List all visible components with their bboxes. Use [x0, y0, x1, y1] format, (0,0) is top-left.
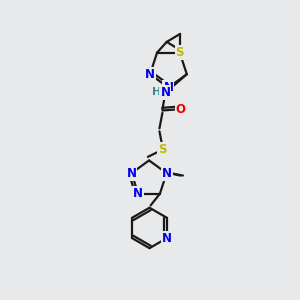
Text: N: N: [164, 81, 173, 94]
Text: N: N: [133, 187, 143, 200]
Text: N: N: [127, 167, 136, 180]
Text: S: S: [176, 46, 184, 59]
Text: N: N: [162, 167, 172, 180]
Text: O: O: [176, 103, 186, 116]
Text: S: S: [158, 143, 167, 156]
Text: N: N: [160, 86, 170, 99]
Text: N: N: [162, 232, 172, 244]
Text: N: N: [145, 68, 155, 81]
Text: H: H: [152, 87, 161, 97]
